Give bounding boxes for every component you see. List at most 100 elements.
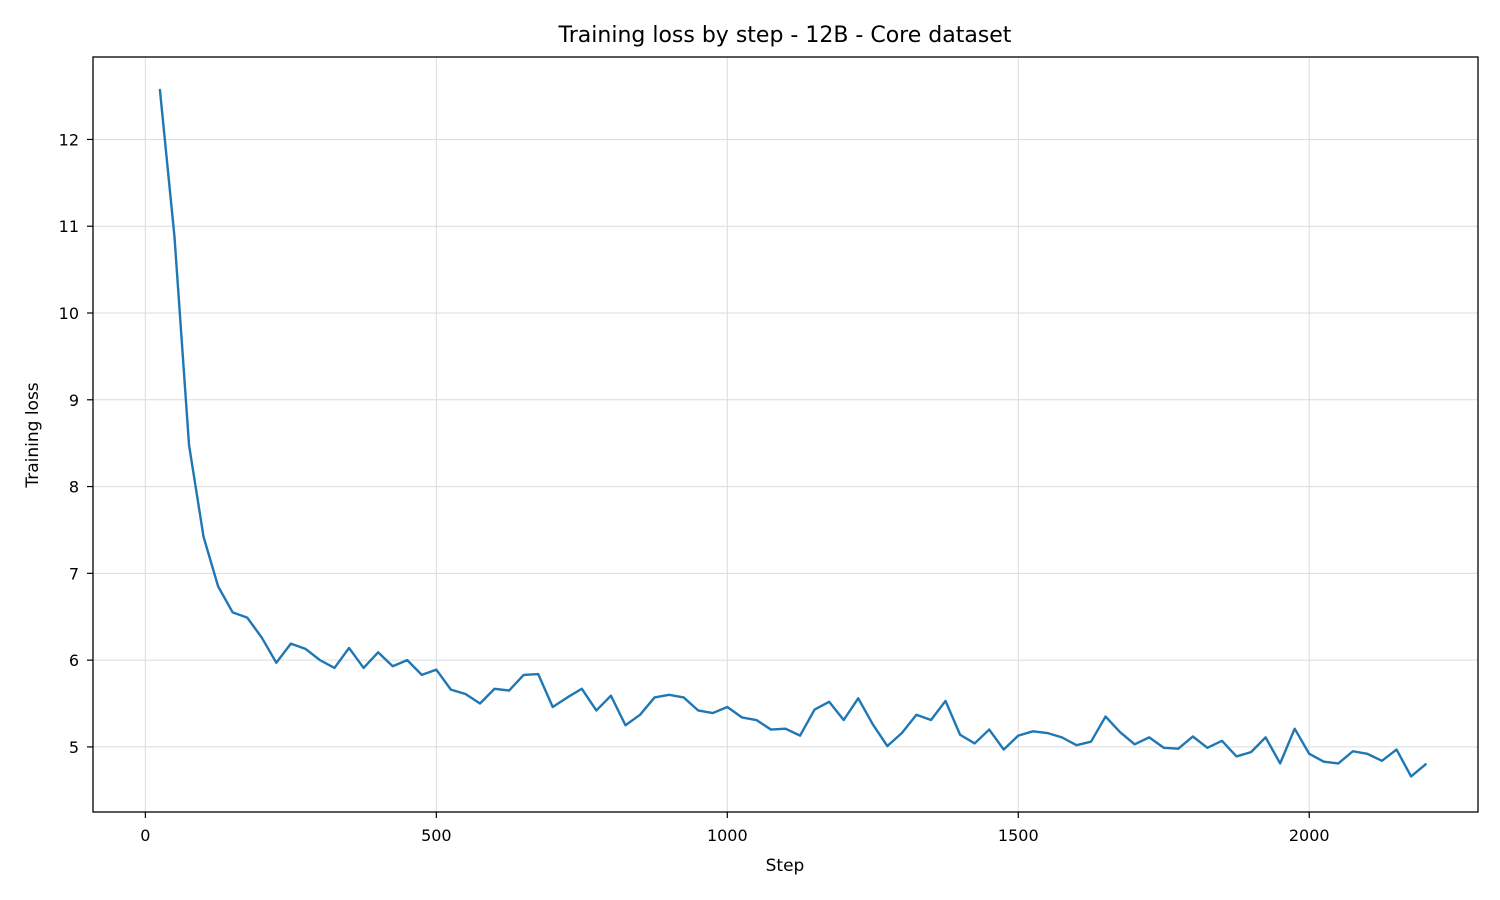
data-point xyxy=(392,665,394,667)
data-point xyxy=(828,701,830,703)
data-point xyxy=(1047,732,1049,734)
data-point xyxy=(1294,728,1296,730)
data-point xyxy=(668,694,670,696)
x-tick-label: 1000 xyxy=(707,826,748,845)
data-point xyxy=(232,612,234,614)
data-point xyxy=(683,697,685,699)
data-point xyxy=(1105,716,1107,718)
data-point xyxy=(479,703,481,705)
data-point xyxy=(741,717,743,719)
data-point xyxy=(261,637,263,639)
data-point xyxy=(581,688,583,690)
data-point xyxy=(1221,740,1223,742)
data-point xyxy=(334,667,336,669)
data-point xyxy=(872,724,874,726)
data-point xyxy=(843,719,845,721)
data-point xyxy=(712,712,714,714)
data-point xyxy=(988,729,990,731)
data-point xyxy=(1367,753,1369,755)
data-point xyxy=(203,536,205,538)
data-point xyxy=(1090,741,1092,743)
data-point xyxy=(1061,737,1063,739)
data-point xyxy=(363,667,365,669)
data-point xyxy=(654,697,656,699)
data-point xyxy=(319,659,321,661)
x-axis-ticks: 0 500 1000 1500 2000 xyxy=(140,812,1330,845)
data-point xyxy=(1003,749,1005,751)
y-tick-label: 9 xyxy=(69,391,79,410)
data-point xyxy=(348,647,350,649)
data-point xyxy=(1017,735,1019,737)
data-point xyxy=(814,709,816,711)
data-point xyxy=(450,689,452,691)
data-point xyxy=(974,743,976,745)
training-loss-line xyxy=(158,88,1427,778)
data-point xyxy=(945,700,947,702)
data-point xyxy=(596,710,598,712)
y-tick-label: 10 xyxy=(59,304,79,323)
x-axis-label: Step xyxy=(766,856,805,876)
data-point xyxy=(697,710,699,712)
data-point xyxy=(523,674,525,676)
y-tick-label: 6 xyxy=(69,651,79,670)
data-point xyxy=(1119,731,1121,733)
data-point xyxy=(290,643,292,645)
chart-title: Training loss by step - 12B - Core datas… xyxy=(558,23,1012,48)
data-point xyxy=(756,719,758,721)
data-point xyxy=(174,236,176,238)
data-point xyxy=(1279,763,1281,765)
data-point xyxy=(1163,747,1165,749)
data-point xyxy=(1323,761,1325,763)
data-point xyxy=(217,586,219,588)
data-point xyxy=(537,673,539,675)
data-point xyxy=(1352,750,1354,752)
data-point xyxy=(1076,744,1078,746)
data-point xyxy=(1265,737,1267,739)
x-tick-label: 0 xyxy=(140,826,150,845)
plot-frame xyxy=(92,56,1479,813)
data-point xyxy=(1381,760,1383,762)
data-point xyxy=(246,617,248,619)
data-point xyxy=(959,734,961,736)
y-tick-label: 11 xyxy=(59,217,79,236)
data-point xyxy=(930,719,932,721)
data-point xyxy=(916,714,918,716)
data-point xyxy=(1134,744,1136,746)
data-point xyxy=(639,714,641,716)
data-point xyxy=(1308,753,1310,755)
y-axis-label: Training loss xyxy=(23,382,43,488)
data-point xyxy=(625,724,627,726)
data-point xyxy=(770,729,772,731)
data-point xyxy=(566,697,568,699)
data-point xyxy=(857,698,859,700)
data-point xyxy=(508,690,510,692)
data-point xyxy=(188,444,190,446)
data-point xyxy=(1192,736,1194,738)
y-tick-label: 7 xyxy=(69,564,79,583)
data-point xyxy=(276,662,278,664)
data-point xyxy=(552,706,554,708)
data-point xyxy=(1338,763,1340,765)
y-tick-label: 12 xyxy=(59,130,79,149)
data-point xyxy=(1178,748,1180,750)
y-axis-ticks: 5 6 7 8 9 10 11 12 xyxy=(59,130,93,757)
series-group xyxy=(158,88,1427,778)
data-point xyxy=(785,728,787,730)
y-tick-label: 5 xyxy=(69,738,79,757)
data-point xyxy=(610,695,612,697)
data-point xyxy=(436,669,438,671)
data-point xyxy=(1207,747,1209,749)
data-point xyxy=(1425,763,1427,765)
data-point xyxy=(1410,776,1412,778)
x-tick-label: 1500 xyxy=(998,826,1039,845)
x-tick-label: 500 xyxy=(421,826,452,845)
x-tick-label: 2000 xyxy=(1289,826,1330,845)
data-point xyxy=(305,648,307,650)
data-point xyxy=(901,732,903,734)
data-point xyxy=(1236,756,1238,758)
data-point xyxy=(465,693,467,695)
data-point xyxy=(887,745,889,747)
data-point xyxy=(377,652,379,654)
data-point xyxy=(1396,749,1398,751)
